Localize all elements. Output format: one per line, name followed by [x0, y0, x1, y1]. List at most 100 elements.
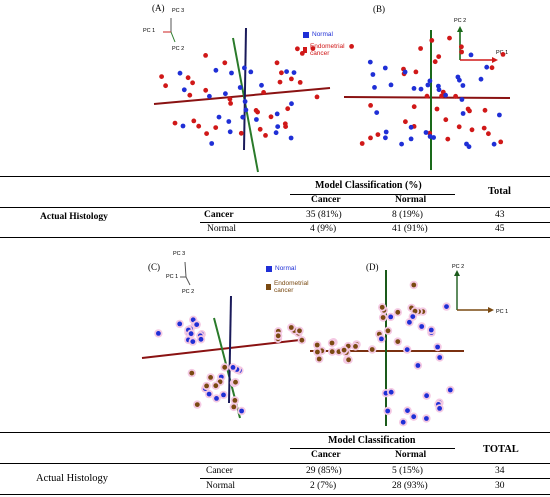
- scatter-point: [405, 408, 410, 413]
- scatter-point: [478, 76, 484, 82]
- table-1-group-header: Model Classification (%): [315, 180, 422, 191]
- scatter-point: [194, 322, 200, 327]
- scatter-point: [213, 67, 219, 73]
- scatter-point: [275, 124, 281, 129]
- scatter-point: [181, 87, 187, 93]
- scatter-point: [274, 111, 280, 117]
- scatter-point: [423, 130, 429, 135]
- scatter-point: [418, 46, 423, 51]
- scatter-point: [469, 127, 475, 133]
- scatter-point: [314, 342, 320, 348]
- table-1-left-rule: [0, 207, 200, 208]
- panel-a-axis-indicator-icon: [163, 18, 176, 43]
- panel-a-pc2-label: PC 2: [172, 46, 185, 52]
- scatter-point: [275, 333, 281, 339]
- scatter-point: [285, 106, 291, 112]
- scatter-point: [369, 347, 375, 352]
- scatter-point: [172, 120, 178, 126]
- scatter-point: [223, 91, 228, 97]
- table-1-row-header: Actual Histology: [40, 212, 108, 222]
- panel-c-legend-normal: Normal: [266, 265, 296, 272]
- scatter-point: [180, 123, 186, 129]
- scatter-point: [486, 131, 491, 137]
- scatter-point: [445, 136, 451, 142]
- legend-square-icon: [266, 284, 271, 290]
- scatter-point: [288, 135, 294, 141]
- cell-total: 30: [495, 481, 505, 491]
- scatter-point: [383, 135, 388, 141]
- panel-c-scatter-plot: [141, 295, 307, 419]
- scatter-point: [432, 59, 438, 65]
- legend-square-icon: [303, 47, 307, 53]
- scatter-point: [436, 87, 442, 93]
- scatter-point: [459, 49, 464, 55]
- scatter-point: [243, 107, 249, 113]
- scatter-point: [207, 93, 212, 99]
- scatter-point: [209, 141, 215, 146]
- scatter-point: [291, 70, 297, 75]
- scatter-point: [329, 349, 335, 355]
- scatter-point: [232, 398, 238, 403]
- scatter-point: [341, 347, 347, 353]
- scatter-point: [460, 111, 466, 116]
- scatter-point: [284, 69, 289, 74]
- scatter-point: [385, 328, 391, 334]
- scatter-point: [239, 408, 244, 414]
- panel-c-legend-cancer: Endometrial cancer: [266, 280, 320, 294]
- scatter-point: [188, 331, 194, 337]
- legend-square-icon: [303, 31, 309, 38]
- scatter-point: [437, 355, 443, 360]
- scatter-point: [367, 59, 373, 65]
- scatter-point: [268, 114, 274, 120]
- scatter-point: [159, 74, 164, 79]
- scatter-point: [274, 60, 280, 66]
- scatter-point: [190, 80, 195, 86]
- scatter-point: [237, 85, 243, 90]
- table-2-group-rule: [290, 448, 455, 449]
- scatter-point: [208, 375, 213, 380]
- table-2: Model Classification TOTAL Cancer Normal…: [0, 432, 550, 497]
- table-2-total-header: TOTAL: [483, 444, 519, 455]
- scatter-point: [411, 282, 417, 288]
- panel-d-label: (D): [366, 262, 379, 272]
- scatter-point: [388, 314, 394, 320]
- scatter-point: [214, 396, 219, 401]
- scatter-point: [156, 331, 161, 336]
- cell-normal: 8 (19%): [392, 210, 423, 220]
- scatter-point: [460, 83, 466, 88]
- scatter-point: [289, 76, 294, 82]
- scatter-point: [231, 404, 237, 410]
- table-2-group-header: Model Classification: [328, 435, 416, 446]
- scatter-point: [491, 141, 497, 147]
- scatter-point: [185, 75, 191, 81]
- scatter-point: [468, 52, 474, 58]
- scatter-point: [395, 339, 401, 344]
- scatter-point: [379, 304, 385, 310]
- pc1-axis-line: [141, 339, 301, 359]
- table-1-col-normal: Normal: [395, 195, 427, 205]
- table-2-col-normal: Normal: [395, 450, 427, 460]
- scatter-point: [297, 328, 302, 334]
- panel-b: (B) PC 2 PC 1: [330, 0, 550, 175]
- scatter-point: [481, 125, 487, 131]
- scatter-point: [402, 69, 408, 75]
- cell-total: 43: [495, 210, 505, 220]
- scatter-point: [204, 131, 209, 136]
- table-1: Model Classification (%) Total Cancer No…: [0, 176, 550, 240]
- scatter-point: [399, 141, 404, 147]
- panel-a-legend-normal: Normal: [303, 31, 333, 38]
- scatter-point: [288, 325, 294, 330]
- scatter-point: [388, 82, 394, 88]
- scatter-point: [375, 132, 381, 137]
- scatter-point: [228, 101, 233, 106]
- scatter-point: [233, 379, 238, 385]
- scatter-point: [227, 96, 233, 102]
- scatter-point: [196, 123, 202, 129]
- cell-normal: 41 (91%): [392, 224, 428, 234]
- scatter-point: [395, 309, 401, 315]
- scatter-point: [456, 124, 462, 130]
- table-2-col-cancer: Cancer: [311, 450, 341, 460]
- legend-label: Endometrial cancer: [309, 43, 345, 57]
- scatter-point: [238, 130, 244, 136]
- scatter-point: [370, 72, 376, 77]
